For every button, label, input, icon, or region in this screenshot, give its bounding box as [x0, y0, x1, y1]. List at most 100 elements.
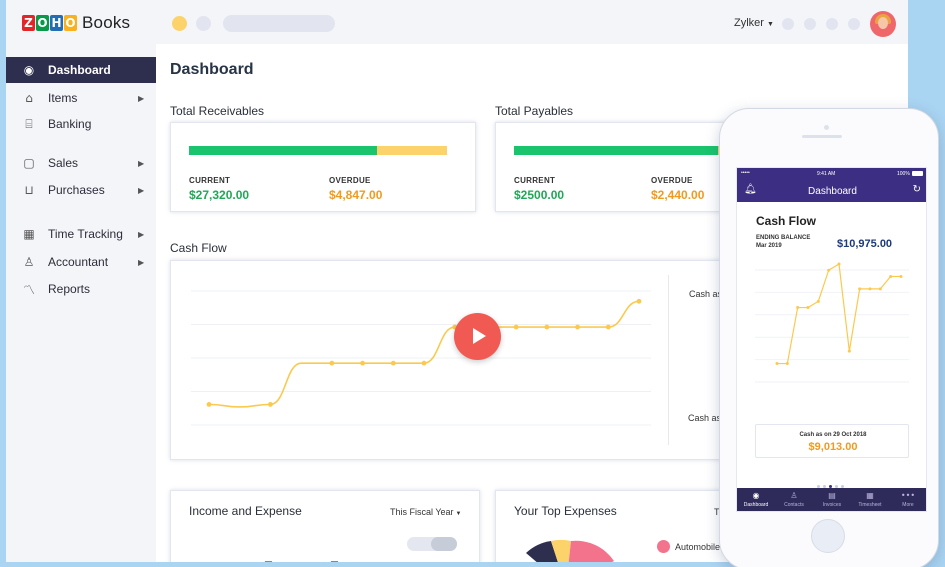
sidebar-item-label: Dashboard [48, 63, 111, 77]
cash-flow-side-label: Cash as o [689, 289, 730, 299]
refresh-icon[interactable]: ↻ [912, 184, 921, 195]
phone-cash-flow-point [775, 362, 779, 366]
status-dot-grey [196, 16, 211, 31]
phone-cash-flow-point [827, 268, 831, 272]
legend-dot-automobile [657, 540, 670, 553]
bank-icon: ⌸ [25, 116, 33, 131]
income-expense-card[interactable]: Income and Expense This Fiscal Year ▼ [170, 490, 480, 562]
sidebar-item-banking[interactable]: ⌸ Banking [6, 111, 156, 137]
org-switcher[interactable]: Zylker ▼ [734, 17, 774, 29]
timesheet-icon: ▦ [866, 491, 874, 500]
mobile-phone-mockup: ••••• 9:41 AM 100% 🔔︎ Dashboard ↻ Cash F… [719, 108, 939, 567]
user-avatar[interactable] [870, 11, 896, 37]
chevron-right-icon: ▶ [138, 257, 145, 267]
cash-flow-point [360, 360, 365, 366]
sidebar-item-label: Reports [48, 282, 91, 296]
ending-balance-value: $10,975.00 [837, 238, 893, 250]
bell-icon[interactable]: 🔔︎ [744, 184, 757, 195]
top-expenses-donut [526, 539, 614, 562]
signal-icon: ••••• [741, 170, 750, 176]
logo-letter-o1: O [36, 15, 49, 31]
chevron-right-icon: ▶ [138, 93, 145, 103]
play-video-button[interactable] [454, 313, 501, 360]
cash-as-on-value: $9,013.00 [808, 441, 858, 453]
receivables-overdue-bar [377, 146, 447, 155]
sidebar-item-items[interactable]: ⌂ Items ▶ [6, 85, 156, 111]
topbar-placeholder-icon[interactable] [826, 18, 838, 30]
cash-flow-title: Cash Flow [170, 241, 227, 255]
cash-flow-point [575, 324, 580, 330]
dashboard-icon: ◉ [23, 63, 35, 77]
sidebar-item-label: Items [48, 91, 78, 105]
phone-cash-flow-point [785, 362, 789, 366]
calendar-icon: ▦ [23, 227, 35, 241]
receivables-card[interactable]: CURRENT $27,320.00 OVERDUE $4,847.00 [170, 122, 476, 212]
cash-flow-point [329, 360, 335, 366]
zoho-books-logo[interactable]: Z O H O Books [22, 13, 130, 33]
phone-screen: ••••• 9:41 AM 100% 🔔︎ Dashboard ↻ Cash F… [736, 167, 927, 512]
cash-flow-card[interactable]: Cash as o Cash as o [170, 260, 802, 460]
cash-flow-point [268, 401, 273, 407]
receivables-current-value: $27,320.00 [189, 188, 250, 202]
donut-slice [568, 540, 614, 562]
tab-dashboard[interactable]: ◉ Dashboard [737, 491, 775, 508]
sidebar-item-sales[interactable]: ▢ Sales ▶ [6, 150, 156, 176]
payables-overdue-label: OVERDUE [651, 176, 693, 185]
phone-status-bar: ••••• 9:41 AM 100% [737, 168, 926, 180]
payables-current-bar [514, 146, 718, 155]
income-expense-chart [265, 561, 338, 562]
income-expense-title: Income and Expense [189, 504, 302, 518]
topbar-placeholder-icon[interactable] [848, 18, 860, 30]
cash-flow-point [421, 360, 427, 366]
page-indicator[interactable] [817, 475, 847, 488]
sidebar-item-dashboard[interactable]: ◉ Dashboard [6, 57, 156, 83]
sidebar-item-purchases[interactable]: ⊔ Purchases ▶ [6, 177, 156, 203]
fiscal-year-label: This Fiscal Year [390, 507, 454, 517]
bag-icon: ▢ [23, 156, 35, 170]
status-time: 9:41 AM [817, 171, 836, 177]
chevron-right-icon: ▶ [138, 229, 145, 239]
phone-header: 🔔︎ Dashboard ↻ [737, 180, 926, 202]
cart-icon: ⊔ [24, 183, 34, 197]
chevron-right-icon: ▶ [138, 158, 145, 168]
caret-down-icon: ▼ [455, 511, 462, 517]
receivables-current-bar [189, 146, 377, 155]
tab-timesheet[interactable]: ▦ Timesheet [851, 491, 889, 508]
battery-label: 100% [897, 171, 910, 177]
payables-overdue-value: $2,440.00 [651, 188, 705, 202]
donut-slice [551, 539, 571, 562]
search-placeholder-bar[interactable] [223, 15, 335, 32]
fiscal-year-dropdown[interactable]: This Fiscal Year ▼ [390, 507, 461, 517]
income-bar [265, 561, 272, 562]
tab-invoices[interactable]: ▤ Invoices [813, 491, 851, 508]
payables-title: Total Payables [495, 104, 574, 118]
sidebar-item-label: Purchases [48, 183, 105, 197]
top-bar: Z O H O Books Zylker ▼ [6, 0, 908, 44]
cash-flow-point [390, 360, 396, 366]
logo-letter-h: H [50, 15, 63, 31]
cash-flow-point [605, 324, 611, 330]
chevron-right-icon: ▶ [138, 185, 145, 195]
legend-label-automobile: Automobile E [675, 542, 729, 552]
top-expenses-period[interactable]: T [714, 507, 720, 517]
phone-cash-flow-point [899, 274, 903, 278]
basket-icon: ⌂ [25, 91, 33, 105]
phone-header-title: Dashboard [808, 186, 857, 197]
sidebar-item-time-tracking[interactable]: ▦ Time Tracking ▶ [6, 221, 156, 247]
phone-tab-bar: ◉ Dashboard ♙ Contacts ▤ Invoices ▦ Timeshee… [737, 488, 926, 511]
tab-more[interactable]: ••• More [889, 491, 926, 508]
topbar-placeholder-icon[interactable] [782, 18, 794, 30]
tab-contacts[interactable]: ♙ Contacts [775, 491, 813, 508]
cash-as-on-label: Cash as on 29 Oct 2018 [799, 432, 867, 438]
top-expenses-title: Your Top Expenses [514, 504, 617, 518]
chart-line-icon: 〽 [22, 282, 35, 297]
sidebar-item-accountant[interactable]: ♙ Accountant ▶ [6, 249, 156, 275]
sidebar-item-reports[interactable]: 〽 Reports [6, 276, 156, 302]
phone-cash-flow-point [878, 287, 882, 291]
chart-type-toggle[interactable] [407, 537, 457, 551]
cash-flow-chart [191, 290, 651, 426]
cash-flow-point [636, 298, 642, 304]
phone-speaker [802, 135, 842, 138]
income-bar [331, 561, 338, 562]
topbar-placeholder-icon[interactable] [804, 18, 816, 30]
